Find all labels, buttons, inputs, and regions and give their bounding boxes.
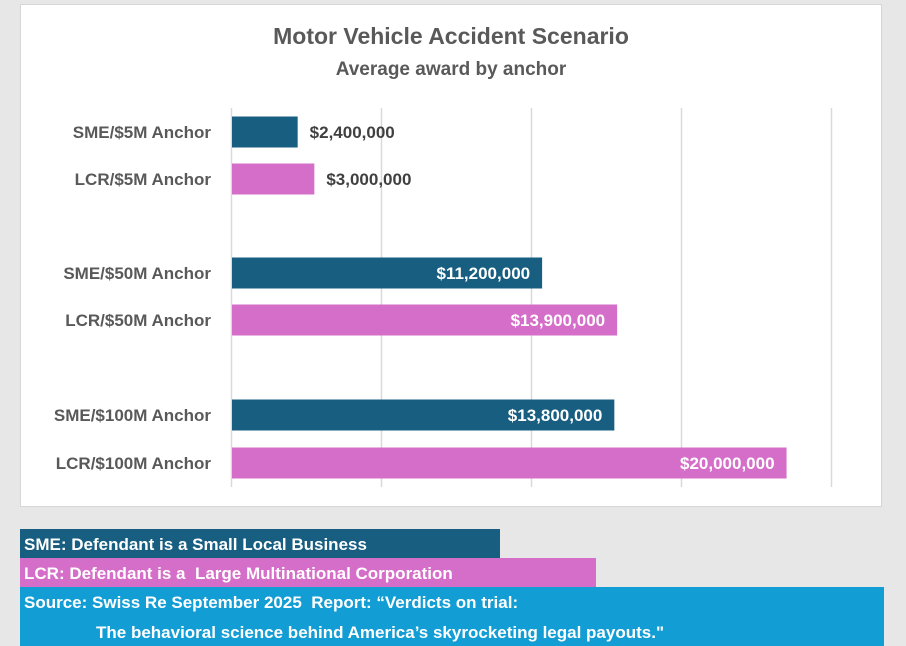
legend-lcr: LCR: Defendant is a Large Multinational … <box>20 558 596 587</box>
category-label: LCR/$50M Anchor <box>65 311 211 330</box>
source-line-2: The behavioral science behind America’s … <box>96 623 665 642</box>
bar-sme <box>232 116 298 148</box>
legend-sme: SME: Defendant is a Small Local Business <box>20 529 500 558</box>
bar-lcr <box>232 447 787 479</box>
category-label: SME/$50M Anchor <box>63 264 211 283</box>
source-note: Source: Swiss Re September 2025 Report: … <box>20 587 884 646</box>
category-label: LCR/$5M Anchor <box>75 170 212 189</box>
category-label: LCR/$100M Anchor <box>56 454 212 473</box>
data-label: $20,000,000 <box>680 454 775 473</box>
bar-sme <box>232 257 543 289</box>
chart-title: Motor Vehicle Accident Scenario <box>273 23 629 49</box>
data-label: $13,900,000 <box>511 311 606 330</box>
bar-lcr <box>232 304 618 336</box>
data-label: $11,200,000 <box>437 264 531 283</box>
data-label: $13,800,000 <box>508 406 603 425</box>
category-label: SME/$100M Anchor <box>54 406 212 425</box>
data-label: $3,000,000 <box>326 170 411 189</box>
bar-plot: SME/$5M Anchor $2,400,000 LCR/$5M Anchor $3… <box>54 108 833 487</box>
bar-sme <box>232 399 615 431</box>
chart-area: Motor Vehicle Accident Scenario Average … <box>20 4 882 507</box>
source-line-1: Source: Swiss Re September 2025 Report: … <box>24 593 519 612</box>
bar-lcr <box>232 163 315 195</box>
data-label: $2,400,000 <box>310 123 395 142</box>
category-label: SME/$5M Anchor <box>73 123 212 142</box>
chart-subtitle: Average award by anchor <box>335 59 567 80</box>
